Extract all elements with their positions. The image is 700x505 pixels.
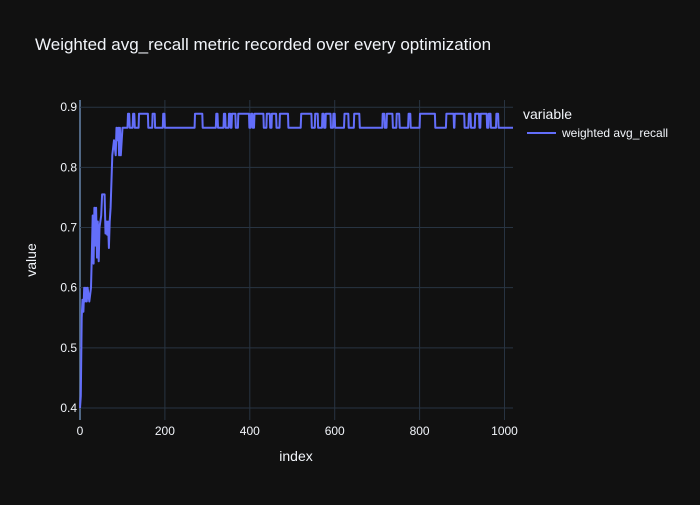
- tick-labels: 0 200 400 600 800 1000 0.4 0.5 0.6 0.7 0.8 0.9: [60, 100, 518, 438]
- legend[interactable]: variable weighted avg_recall: [523, 106, 668, 140]
- y-tick-label: 0.6: [60, 281, 77, 295]
- x-tick-label: 0: [77, 424, 84, 438]
- x-tick-label: 400: [240, 424, 260, 438]
- x-tick-label: 600: [325, 424, 345, 438]
- y-tick-label: 0.8: [60, 160, 77, 174]
- x-tick-label: 1000: [491, 424, 518, 438]
- y-axis-label: value: [23, 243, 39, 277]
- y-tick-label: 0.4: [60, 401, 77, 415]
- y-tick-label: 0.5: [60, 341, 77, 355]
- legend-item-label[interactable]: weighted avg_recall: [561, 126, 668, 140]
- legend-title: variable: [523, 106, 572, 122]
- y-tick-label: 0.7: [60, 221, 77, 235]
- chart-title: Weighted avg_recall metric recorded over…: [35, 35, 491, 54]
- x-tick-label: 800: [410, 424, 430, 438]
- series-line[interactable]: [79, 112, 513, 409]
- x-tick-label: 200: [155, 424, 175, 438]
- series-layer: [79, 112, 513, 409]
- plot-area: [80, 100, 513, 420]
- grid-lines: [79, 100, 513, 420]
- x-axis-label: index: [279, 448, 312, 464]
- y-tick-label: 0.9: [60, 100, 77, 114]
